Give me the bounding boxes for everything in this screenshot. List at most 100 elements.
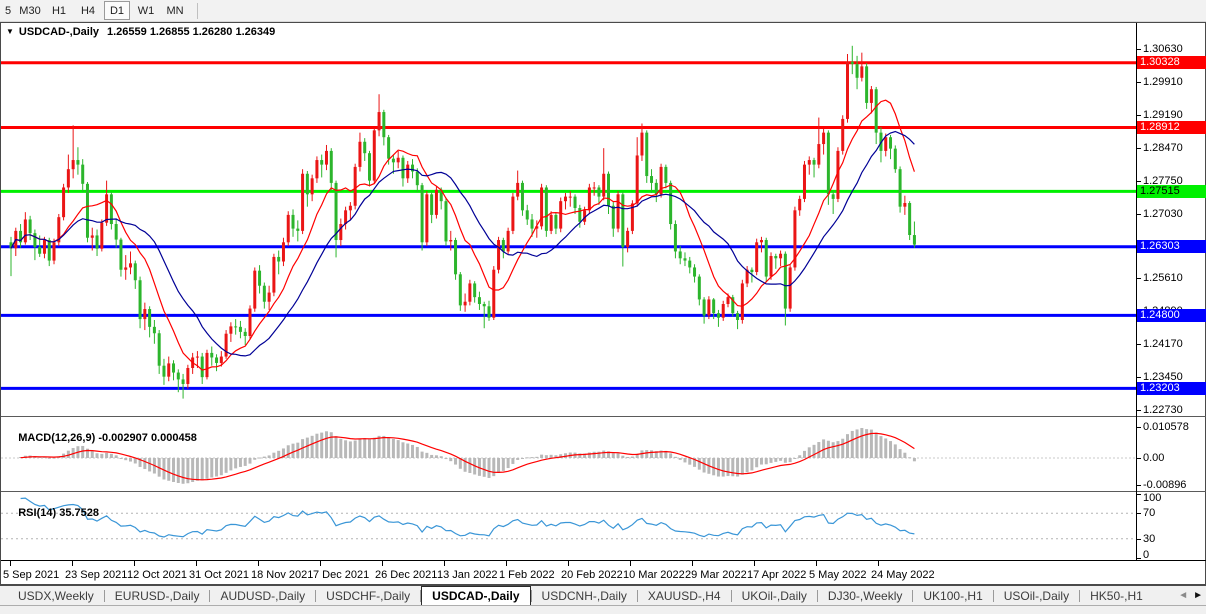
date-label: 24 May 2022 — [871, 569, 935, 581]
tab-separator — [1079, 589, 1081, 602]
tab-USDCNH-,Daily[interactable]: USDCNH-,Daily — [541, 588, 627, 603]
tab-separator — [530, 589, 532, 602]
price-tick — [1136, 49, 1141, 50]
macd-scale-label: 0.00 — [1143, 452, 1165, 464]
tab-USDX,Weekly[interactable]: USDX,Weekly — [18, 588, 94, 603]
price-level-badge: 1.28912 — [1137, 121, 1206, 134]
tab-separator — [730, 589, 732, 602]
price-tick — [1136, 114, 1141, 116]
price-tick-label: 1.27750 — [1143, 174, 1183, 187]
tab-separator — [636, 589, 638, 602]
timeframe-button-5[interactable]: 5 — [4, 4, 12, 17]
time-tick — [72, 561, 73, 566]
tab-AUDUSD-,Daily[interactable]: AUDUSD-,Daily — [220, 588, 306, 603]
price-tick — [1136, 147, 1141, 149]
macd-signal-value: 0.000458 — [150, 432, 197, 444]
chart-ohlc-values: 1.26559 1.26855 1.26280 1.26349 — [107, 26, 276, 38]
rsi-scale-label: 0 — [1143, 549, 1150, 561]
tab-separator — [816, 589, 818, 602]
tab-DJ30-,Weekly[interactable]: DJ30-,Weekly — [827, 588, 903, 603]
price-tick-label: 1.22730 — [1143, 404, 1183, 417]
tab-HK50-,H1[interactable]: HK50-,H1 — [1090, 588, 1143, 603]
time-tick — [10, 561, 11, 566]
price-tick-label: 1.25610 — [1143, 272, 1183, 285]
tab-USOil-,Daily[interactable]: USOil-,Daily — [1003, 588, 1070, 603]
pane-separator[interactable] — [1, 416, 1206, 417]
rsi-value: 35.7528 — [59, 507, 99, 519]
price-tick — [1136, 278, 1141, 280]
rsi-scale-label: 30 — [1143, 532, 1156, 545]
chart-title-text: USDCAD-,Daily — [18, 26, 99, 38]
rsi-scale-tick — [1136, 558, 1141, 559]
tab-scroll-arrows: ◄ ► — [1178, 589, 1206, 601]
tab-separator — [420, 589, 422, 602]
timeframe-button-MN[interactable]: MN — [166, 4, 184, 17]
date-label: 1 Feb 2022 — [499, 569, 555, 581]
time-tick — [134, 561, 135, 566]
rsi-scale-tick — [1136, 538, 1141, 540]
pane-separator[interactable] — [1, 491, 1206, 492]
timeframe-button-H4[interactable]: H4 — [80, 4, 96, 17]
price-level-badge: 1.26303 — [1137, 240, 1206, 254]
date-label: 5 May 2022 — [809, 569, 867, 581]
macd-label: MACD(12,26,9) -0.002907 0.000458 — [18, 432, 197, 444]
timeframe-button-H1[interactable]: H1 — [51, 4, 67, 17]
date-label: 13 Jan 2022 — [437, 569, 498, 581]
tab-UKOil-,Daily[interactable]: UKOil-,Daily — [741, 588, 807, 603]
date-label: 10 Mar 2022 — [623, 569, 685, 581]
date-label: 23 Sep 2021 — [65, 569, 128, 581]
tab-separator — [315, 589, 317, 602]
tab-scroll-right-icon[interactable]: ► — [1193, 589, 1203, 601]
tab-XAUUSD-,H4[interactable]: XAUUSD-,H4 — [647, 588, 721, 603]
rsi-scale-label: 70 — [1143, 507, 1156, 520]
tab-USDCAD-,Daily[interactable]: USDCAD-,Daily — [421, 586, 531, 605]
symbol-dropdown-icon[interactable]: ▼ — [6, 26, 14, 36]
timeframe-button-W1[interactable]: W1 — [137, 4, 155, 17]
main-chart[interactable] — [1, 23, 1136, 416]
price-tick-label: 1.29910 — [1143, 75, 1183, 88]
rsi-pane[interactable] — [1, 492, 1136, 560]
symbol-tabbar: USDX,Weekly EURUSD-,Daily AUDUSD-,Daily USD… — [0, 586, 1206, 605]
time-tick — [630, 561, 631, 566]
time-axis-line — [1, 560, 1206, 561]
time-tick — [878, 561, 879, 566]
macd-scale-tick — [1136, 458, 1141, 459]
macd-signal-line — [20, 432, 915, 481]
price-tick — [1136, 180, 1141, 182]
date-label: 17 Apr 2022 — [747, 569, 807, 581]
price-tick-label: 1.24170 — [1143, 338, 1183, 351]
tab-EURUSD-,Daily[interactable]: EURUSD-,Daily — [114, 588, 200, 603]
time-tick — [692, 561, 693, 566]
price-level-badge: 1.30328 — [1137, 56, 1206, 70]
timeframe-button-M30[interactable]: M30 — [19, 4, 41, 17]
moving-average-10 — [10, 99, 915, 371]
tab-separator — [912, 589, 914, 602]
tab-separator — [103, 589, 105, 602]
chart-window: ▼ USDCAD-,Daily 1.26559 1.26855 1.26280 … — [0, 22, 1206, 586]
timeframe-button-D1[interactable]: D1 — [104, 1, 130, 20]
price-tick — [1136, 377, 1141, 379]
tab-UK100-,H1[interactable]: UK100-,H1 — [923, 588, 983, 603]
date-label: 18 Nov 2021 — [251, 569, 314, 581]
date-label: 26 Dec 2021 — [375, 569, 438, 581]
macd-main-value: -0.002907 — [98, 432, 148, 444]
timeframe-toolbar: 5 M30 H1 H4 D1 W1 MN — [0, 0, 1206, 22]
status-bar — [0, 605, 1206, 614]
price-tick — [1136, 213, 1141, 215]
chart-title: ▼ USDCAD-,Daily 1.26559 1.26855 1.26280 … — [6, 26, 275, 38]
tab-USDCHF-,Daily[interactable]: USDCHF-,Daily — [326, 588, 411, 603]
price-tick-label: 1.30630 — [1143, 43, 1183, 55]
rsi-scale-tick — [1136, 513, 1141, 515]
price-tick — [1136, 344, 1141, 346]
moving-average-20 — [10, 130, 915, 357]
date-label: 5 Sep 2021 — [3, 569, 60, 581]
rsi-scale-tick — [1136, 494, 1141, 495]
time-tick — [816, 561, 817, 566]
date-label: 31 Oct 2021 — [189, 569, 249, 581]
macd-pane[interactable] — [1, 417, 1136, 491]
price-tick-label: 1.28470 — [1143, 141, 1183, 154]
time-tick — [506, 561, 507, 566]
time-tick — [320, 561, 321, 566]
tab-scroll-left-icon[interactable]: ◄ — [1178, 589, 1189, 601]
price-tick-label: 1.23450 — [1143, 371, 1183, 384]
